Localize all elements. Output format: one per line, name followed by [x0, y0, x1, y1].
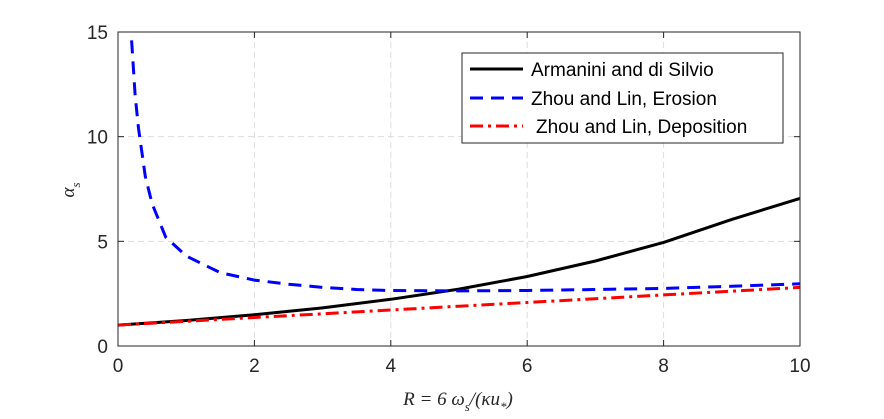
x-axis-label-main: R = 6 ω [402, 389, 465, 410]
legend-label-armanini: Armanini and di Silvio [531, 60, 714, 81]
x-tick-label: 2 [249, 356, 260, 377]
axis-ticks [117, 31, 801, 347]
y-tick-label: 10 [87, 128, 108, 149]
x-axis-label-rest: /(κu [469, 389, 500, 410]
legend-label-zhou-deposition: Zhou and Lin, Deposition [536, 117, 747, 138]
y-axis-label: αs [58, 182, 83, 197]
y-axis-label-main: α [58, 187, 79, 198]
y-tick-label: 5 [97, 232, 108, 253]
tick-labels: 0 2 4 6 8 10 0 5 10 15 [87, 23, 811, 377]
y-tick-label: 15 [87, 23, 108, 44]
x-axis-label-rest-sub: * [500, 399, 507, 414]
plot-lines [117, 40, 801, 327]
x-tick-label: 4 [386, 356, 397, 377]
x-axis-label-close: ) [506, 389, 513, 410]
legend-label-zhou-erosion: Zhou and Lin, Erosion [531, 89, 717, 110]
y-axis-label-sub: s [68, 182, 83, 187]
x-tick-label: 0 [113, 356, 124, 377]
y-axis-label-text: αs [58, 182, 83, 197]
x-axis-label: R = 6 ωs/(κu*) [402, 389, 513, 414]
x-axis-label-main-sub: s [465, 399, 470, 414]
x-tick-label: 6 [522, 356, 533, 377]
series-line-armanini [117, 196, 801, 327]
y-tick-label: 0 [97, 337, 108, 358]
axes-box [117, 31, 801, 347]
x-tick-label: 8 [658, 356, 669, 377]
series-line-zhou-deposition [117, 285, 801, 327]
x-tick-label: 10 [789, 356, 810, 377]
series-line-zhou-erosion [130, 40, 801, 293]
legend: Armanini and di Silvio Zhou and Lin, Ero… [461, 52, 784, 144]
